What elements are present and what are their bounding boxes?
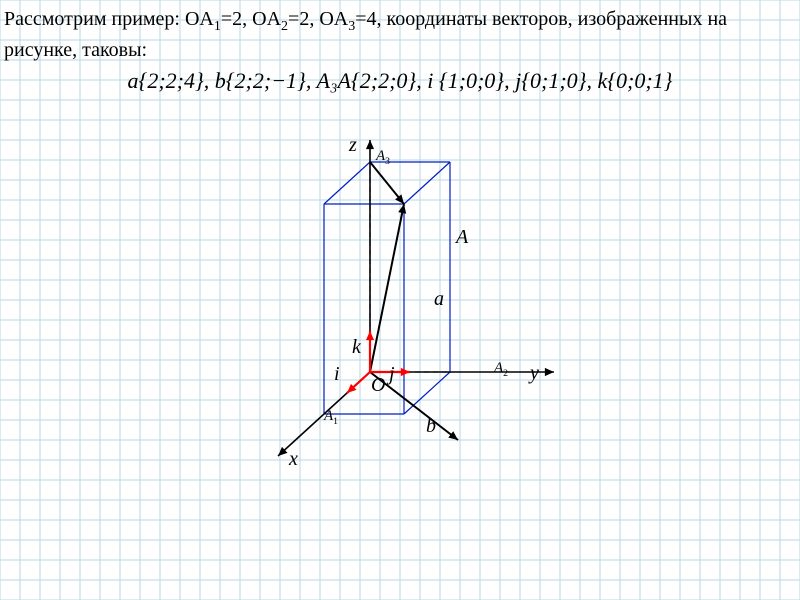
label-y: y [530,362,539,385]
label-b: b [426,415,436,438]
label-A: A [456,226,468,249]
diagram-svg [0,0,800,600]
label-A1: A1 [324,408,338,427]
label-O: O [371,374,385,397]
label-i: i [334,363,340,386]
label-x: x [289,448,298,471]
label-a: a [434,288,444,311]
label-j: j [389,363,395,386]
label-k: k [352,336,361,359]
label-z: z [349,134,357,157]
label-A2: A2 [494,360,508,379]
label-A3: A3 [376,148,390,167]
